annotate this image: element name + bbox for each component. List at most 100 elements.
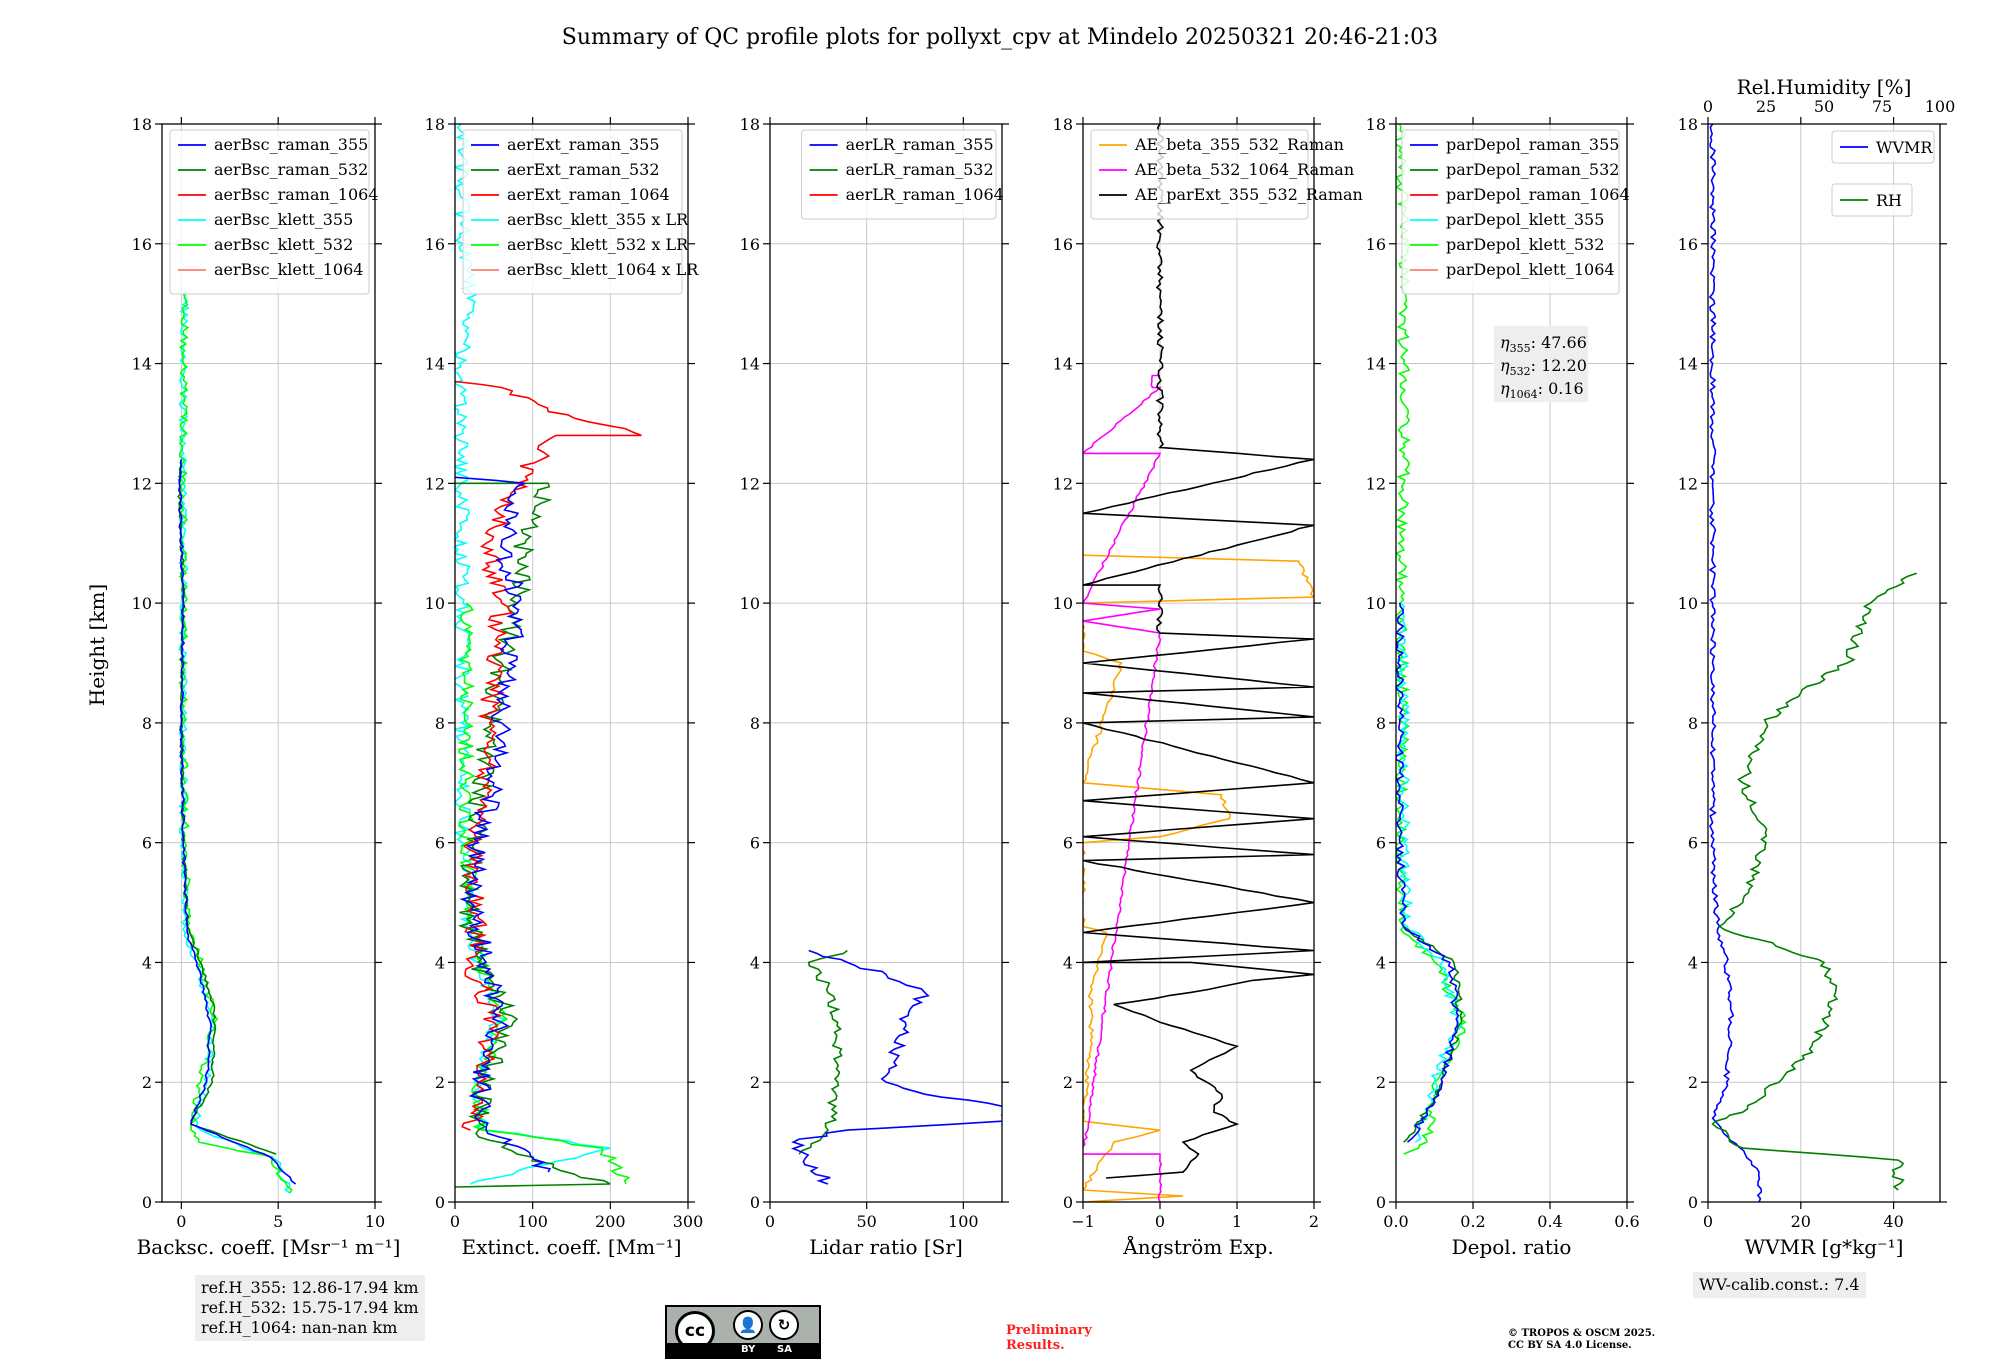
x-tick-label: 2 — [1309, 1212, 1319, 1231]
copyright-notice: © TROPOS & OSCM 2025. CC BY SA 4.0 Licen… — [1508, 1328, 1655, 1352]
x-tick-label: 0.6 — [1614, 1212, 1639, 1231]
x-tick-label: 10 — [365, 1212, 385, 1231]
legend-label-aerExt_raman_1064: aerExt_raman_1064 — [507, 185, 670, 204]
y-tick-label: 18 — [1678, 115, 1698, 134]
x-tick-label: 0 — [450, 1212, 460, 1231]
series-line-aerLR_raman_355 — [790, 949, 1002, 1185]
axes-frame — [769, 123, 1003, 1203]
legend-frame — [801, 129, 997, 220]
axes-frame — [1707, 123, 1941, 1203]
x2-axis-label: Rel.Humidity [%] — [1737, 75, 1912, 99]
x-axis-label: Lidar ratio [Sr] — [809, 1235, 963, 1259]
reference-height-box: ref.H_355: 12.86-17.94 km ref.H_532: 15.… — [195, 1275, 425, 1341]
y-tick-label: 18 — [425, 115, 445, 134]
sa-share-alike-icon: ↻ — [769, 1310, 799, 1340]
legend-label-aerExt_raman_532: aerExt_raman_532 — [507, 160, 660, 179]
legend-label-parDepol_klett_355: parDepol_klett_355 — [1446, 210, 1604, 229]
y-tick-label: 8 — [435, 714, 445, 733]
y-tick-label: 12 — [1366, 474, 1386, 493]
y-tick-label: 12 — [740, 474, 760, 493]
series-line-aerLR_raman_532 — [798, 949, 848, 1155]
series-line-RH — [1711, 572, 1918, 1191]
legend-label-aerBsc_klett_1064 x LR: aerBsc_klett_1064 x LR — [507, 260, 699, 279]
y-tick-label: 16 — [1053, 235, 1073, 254]
legend-label-aerLR_raman_1064: aerLR_raman_1064 — [846, 185, 1004, 204]
y-tick-label: 10 — [425, 594, 445, 613]
x-tick-label: 100 — [948, 1212, 979, 1231]
plot-area — [1708, 124, 1918, 1202]
y-tick-label: 0 — [142, 1193, 152, 1212]
axes-frame — [1395, 123, 1628, 1203]
plot-area — [177, 291, 297, 1194]
y-tick-label: 0 — [750, 1193, 760, 1212]
eta-box-bg — [1494, 326, 1588, 402]
y-tick-label: 8 — [750, 714, 760, 733]
legend-label-aerBsc_klett_532 x LR: aerBsc_klett_532 x LR — [507, 235, 689, 254]
wv-calibration-box: WV-calib.const.: 7.4 — [1693, 1272, 1866, 1298]
y-tick-label: 2 — [142, 1073, 152, 1092]
legend-label-parDepol_klett_532: parDepol_klett_532 — [1446, 235, 1604, 254]
copyright-line-2: CC BY SA 4.0 License. — [1508, 1340, 1632, 1351]
y-tick-label: 4 — [1063, 953, 1073, 972]
cc-sa-label: SA — [777, 1344, 792, 1355]
y-tick-label: 14 — [1053, 355, 1073, 374]
y-tick-label: 18 — [740, 115, 760, 134]
legend-label-aerExt_raman_355: aerExt_raman_355 — [507, 135, 660, 154]
legend-label-parDepol_raman_532: parDepol_raman_532 — [1446, 160, 1619, 179]
y-tick-label: 8 — [1688, 714, 1698, 733]
cc-by-label: BY — [741, 1344, 756, 1355]
x2-tick-label: 100 — [1925, 97, 1956, 116]
series-line-aerBsc_klett_532 x LR — [457, 602, 631, 1185]
preliminary-line-2: Results. — [1006, 1338, 1065, 1353]
y-tick-label: 18 — [1053, 115, 1073, 134]
legend: aerLR_raman_355 aerLR_raman_532 aerLR_rama… — [801, 129, 1004, 220]
ref-h-355: ref.H_355: 12.86-17.94 km — [201, 1278, 419, 1297]
x-tick-label: 0 — [765, 1212, 775, 1231]
y-tick-label: 14 — [425, 355, 445, 374]
preliminary-line-1: Preliminary — [1006, 1323, 1092, 1338]
x-tick-label: 5 — [273, 1212, 283, 1231]
y-tick-label: 14 — [740, 355, 760, 374]
cc-badge-bar — [667, 1343, 819, 1357]
y-tick-label: 0 — [1063, 1193, 1073, 1212]
x2-tick-label: 0 — [1703, 97, 1713, 116]
cc-license-badge: cc 👤 ↻ BY SA — [665, 1305, 821, 1359]
x-axis-label: Depol. ratio — [1452, 1235, 1572, 1259]
x-tick-label: 1 — [1232, 1212, 1242, 1231]
y-tick-label: 12 — [1678, 474, 1698, 493]
series-line-AE_beta_355_532_Raman — [1083, 554, 1314, 1202]
x2-tick-label: 75 — [1872, 97, 1892, 116]
y-tick-label: 2 — [750, 1073, 760, 1092]
legend-frame — [462, 129, 683, 295]
y-tick-label: 10 — [740, 594, 760, 613]
x-axis-label: Ångström Exp. — [1122, 1234, 1273, 1259]
x-tick-label: 50 — [856, 1212, 876, 1231]
legend-frame — [1401, 129, 1620, 295]
y-tick-label: 18 — [132, 115, 152, 134]
plot-area — [790, 949, 1002, 1185]
panel-depol: 0 2 4 6 8 10 12 14 16 18 0.0 0.2 0.4 0.6 Depol. ratio p… — [1366, 115, 1640, 1259]
series-line-aerBsc_klett_532 — [178, 291, 293, 1194]
series-line-parDepol_raman_355 — [1396, 602, 1460, 1143]
panel-bsc: 0 2 4 6 8 10 12 14 16 18 0 5 10 Backsc. coeff. [Msr⁻¹… — [132, 115, 401, 1259]
legend-frame — [169, 129, 370, 295]
plot-area — [455, 124, 642, 1188]
y-tick-label: 14 — [132, 355, 152, 374]
copyright-line-1: © TROPOS & OSCM 2025. — [1508, 1328, 1656, 1339]
legend-frame — [1090, 129, 1309, 220]
legend-wvmr: WVMR — [1831, 130, 1935, 164]
y-tick-label: 6 — [750, 834, 760, 853]
series-line-aerBsc_klett_355 — [177, 291, 291, 1194]
series-line-AE_beta_532_1064_Raman — [1083, 374, 1163, 1202]
eta-355: η355: 47.66 — [1500, 333, 1587, 355]
legend-label-parDepol_raman_1064: parDepol_raman_1064 — [1446, 185, 1630, 204]
y-tick-label: 0 — [1376, 1193, 1386, 1212]
y-tick-label: 0 — [435, 1193, 445, 1212]
y-tick-label: 16 — [1366, 235, 1386, 254]
legend-label-parDepol_raman_355: parDepol_raman_355 — [1446, 135, 1619, 154]
x-axis-label: Backsc. coeff. [Msr⁻¹ m⁻¹] — [137, 1235, 401, 1259]
series-line-aerExt_raman_1064 — [455, 380, 642, 1131]
y-tick-label: 4 — [1688, 953, 1698, 972]
